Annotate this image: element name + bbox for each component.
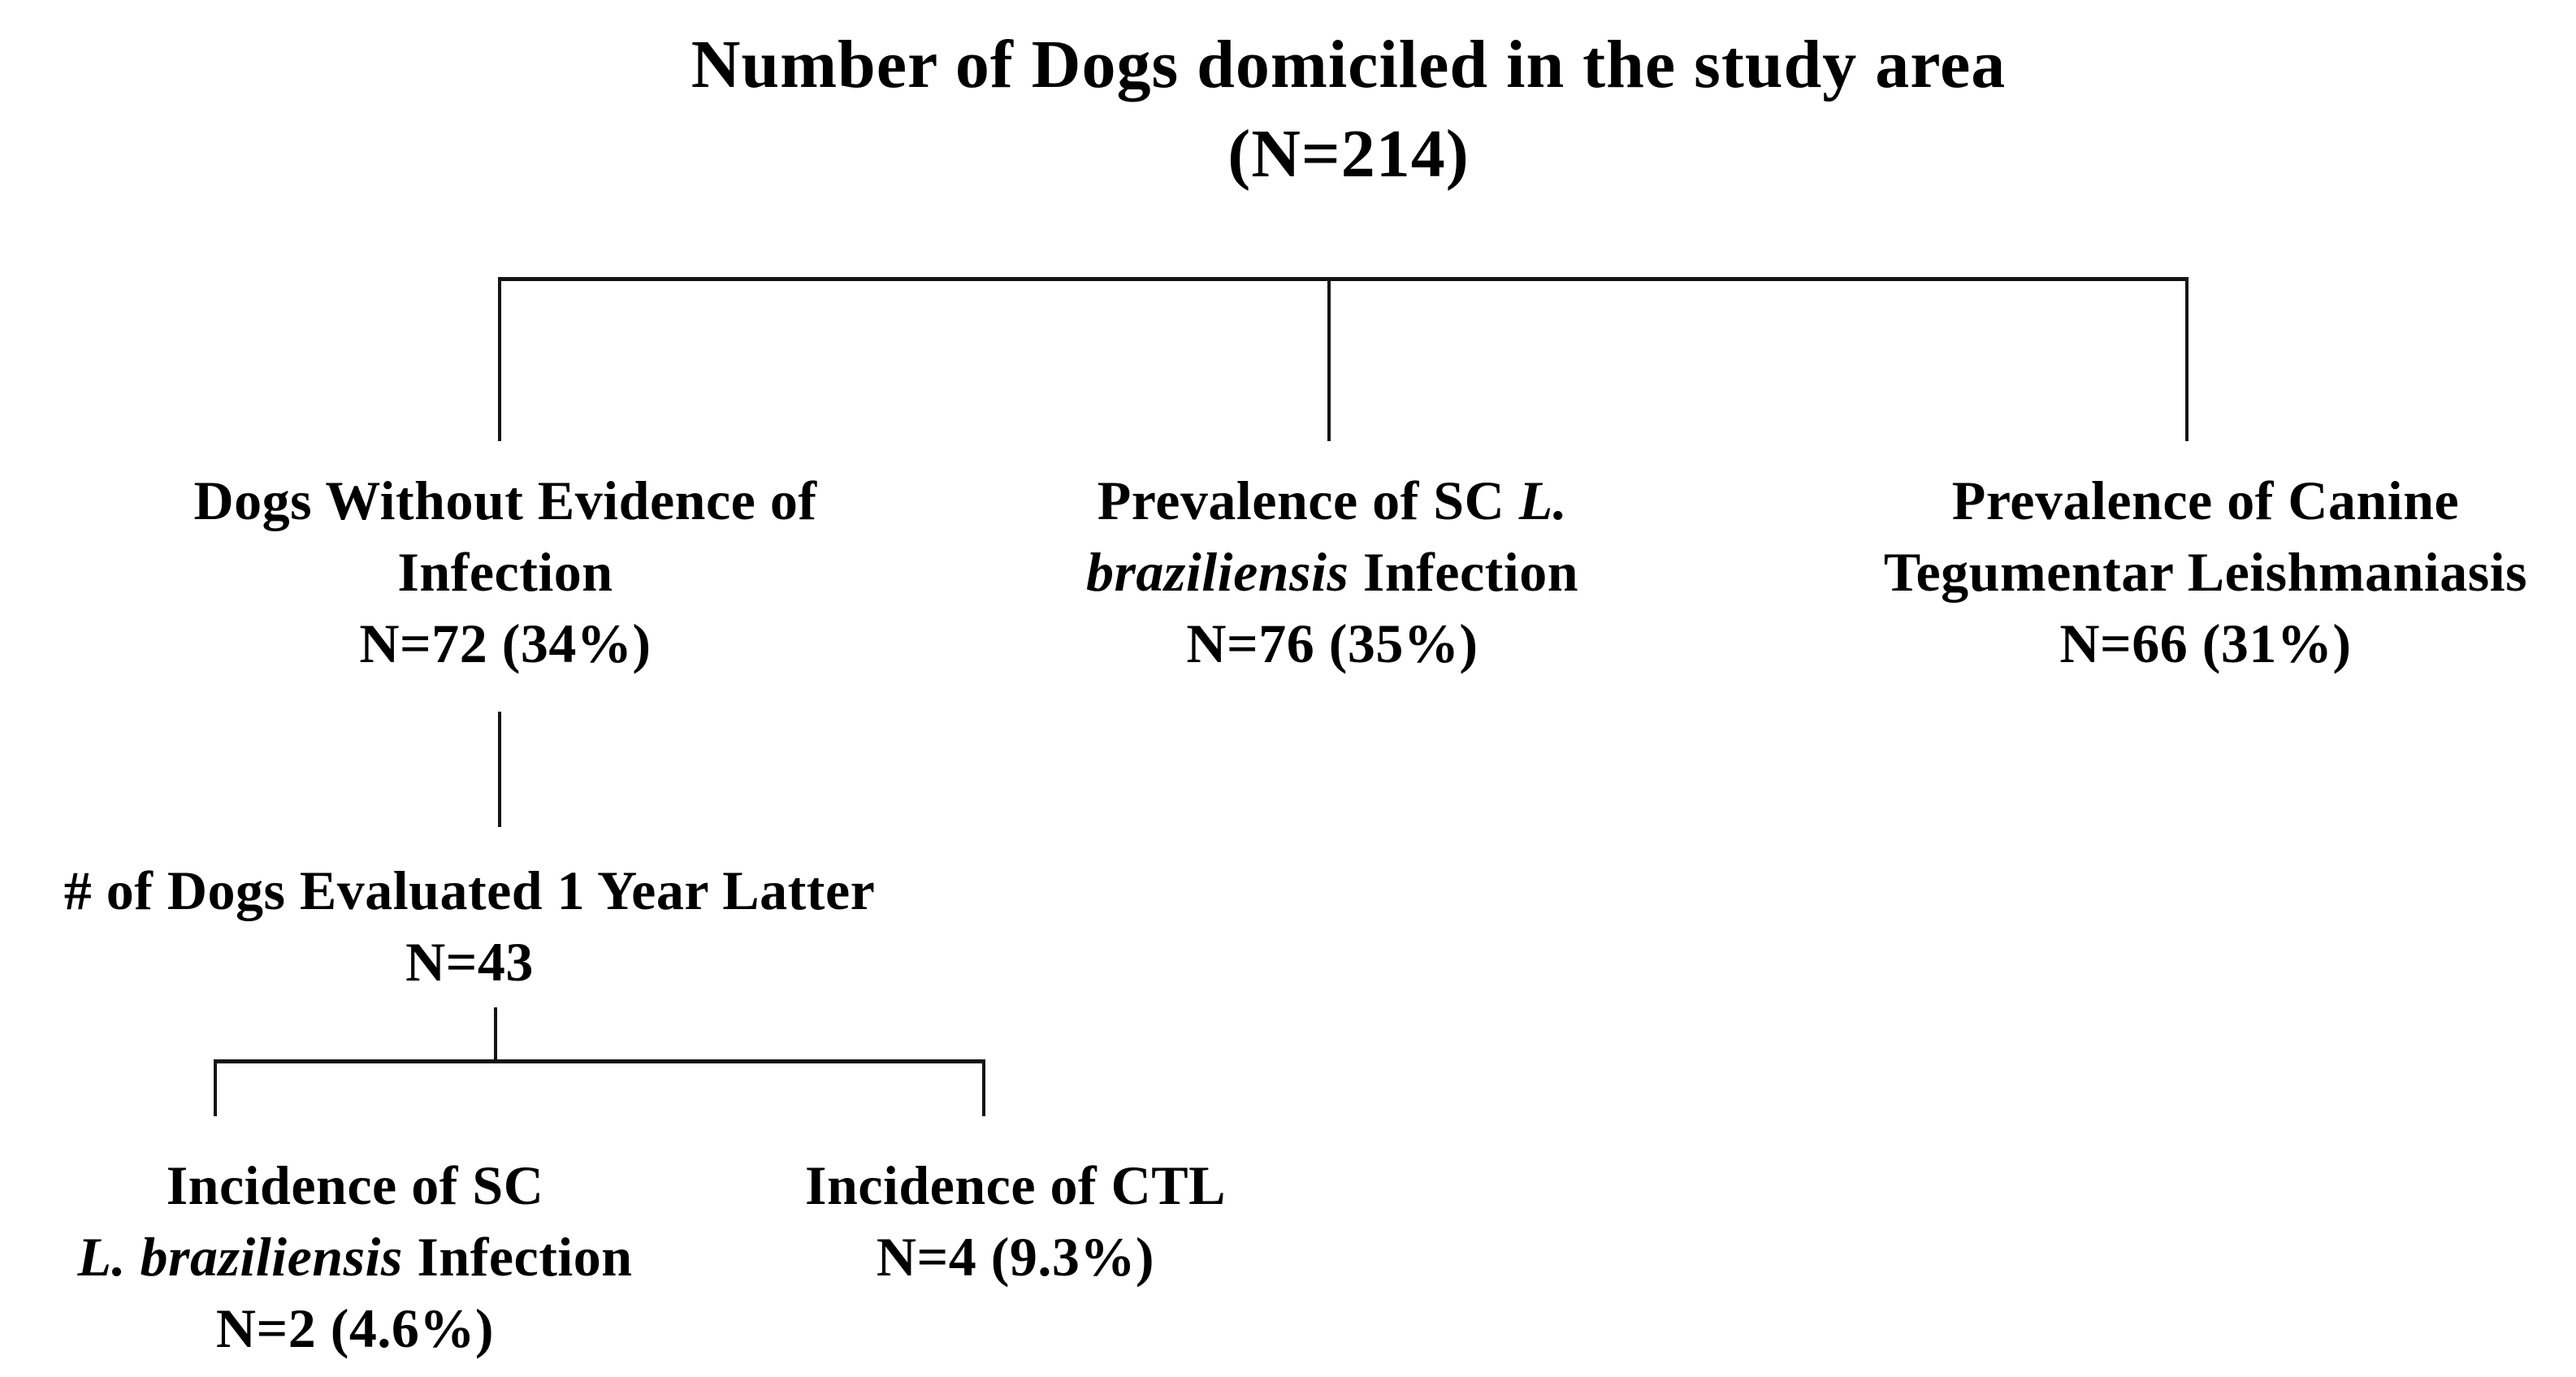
ctl-incidence-stat: N=4 (9.3%) <box>876 1226 1155 1288</box>
sc-prevalence-line1-regular: Prevalence of SC <box>1097 470 1519 531</box>
lower-bracket-right-drop-line <box>982 1059 985 1116</box>
no-evidence-line2: Infection <box>397 541 613 603</box>
followup-stub-line <box>494 1007 497 1063</box>
sc-prevalence-line2-italic: braziliensis <box>1085 541 1349 603</box>
followup-node-evaluated-1-year: # of Dogs Evaluated 1 Year Latter N=43 <box>64 855 876 998</box>
no-evidence-to-followup-line <box>498 712 501 827</box>
lower-bracket-left-drop-line <box>214 1059 217 1116</box>
branch-node-ctl-prevalence: Prevalence of Canine Tegumentar Leishman… <box>1884 465 2527 679</box>
sc-incidence-line2-italic: L. braziliensis <box>77 1226 403 1288</box>
root-node-total-dogs: Number of Dogs domiciled in the study ar… <box>691 20 2007 199</box>
followup-stat: N=43 <box>405 931 534 993</box>
sc-incidence-stat: N=2 (4.6%) <box>215 1297 495 1359</box>
top-bracket-left-drop-line <box>498 277 501 441</box>
root-count-text: (N=214) <box>1227 116 1470 192</box>
outcome-node-sc-incidence: Incidence of SC L. braziliensis Infectio… <box>77 1150 632 1364</box>
ctl-prevalence-line1: Prevalence of Canine <box>1951 470 2460 531</box>
top-bracket-middle-drop-line <box>1327 277 1331 441</box>
no-evidence-stat: N=72 (34%) <box>359 613 652 674</box>
ctl-incidence-line1: Incidence of CTL <box>805 1154 1226 1216</box>
sc-prevalence-stat: N=76 (35%) <box>1186 613 1478 674</box>
sc-prevalence-line2: braziliensis Infection <box>1086 536 1578 608</box>
top-bracket-right-drop-line <box>2185 277 2189 441</box>
sc-incidence-line2-regular: Infection <box>402 1226 633 1288</box>
outcome-node-ctl-incidence: Incidence of CTL N=4 (9.3%) <box>805 1150 1226 1293</box>
ctl-prevalence-line2: Tegumentar Leishmaniasis <box>1883 541 2528 603</box>
sc-prevalence-line2-regular: Infection <box>1349 541 1579 603</box>
followup-line1: # of Dogs Evaluated 1 Year Latter <box>63 860 876 921</box>
lower-bracket-horizontal-line <box>214 1059 985 1063</box>
sc-incidence-line1: Incidence of SC <box>166 1154 544 1216</box>
root-title-text: Number of Dogs domiciled in the study ar… <box>691 27 2007 102</box>
branch-node-no-evidence: Dogs Without Evidence of Infection N=72 … <box>193 465 816 679</box>
ctl-prevalence-stat: N=66 (31%) <box>2059 613 2352 674</box>
no-evidence-line1: Dogs Without Evidence of <box>193 470 817 531</box>
sc-prevalence-line1: Prevalence of SC L. <box>1086 465 1578 536</box>
sc-incidence-line2: L. braziliensis Infection <box>77 1221 632 1293</box>
top-bracket-horizontal-line <box>498 277 2189 281</box>
sc-prevalence-line1-italic: L. <box>1518 470 1568 531</box>
branch-node-sc-prevalence: Prevalence of SC L. braziliensis Infecti… <box>1086 465 1578 679</box>
